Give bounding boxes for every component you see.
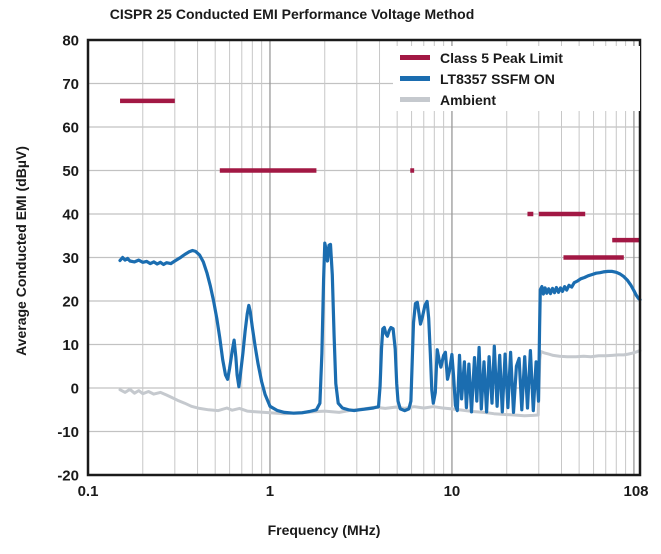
- x-tick-label-10: 10: [444, 483, 461, 500]
- x-tick-label-0.1: 0.1: [78, 483, 99, 500]
- legend-item-class5-peak-limit: Class 5 Peak Limit: [400, 47, 640, 68]
- chart-title: CISPR 25 Conducted EMI Performance Volta…: [109, 6, 475, 22]
- x-tick-label-1: 1: [266, 483, 274, 500]
- legend-label-lt8357-ssfm-on: LT8357 SSFM ON: [440, 70, 555, 87]
- legend-item-ambient: Ambient: [400, 89, 640, 110]
- y-tick-label-50: 50: [62, 163, 79, 180]
- legend-swatch-lt8357-ssfm-on: [400, 76, 430, 81]
- legend-label-class5-peak-limit: Class 5 Peak Limit: [440, 49, 563, 66]
- y-tick-label--20: -20: [57, 468, 79, 485]
- y-tick-label-10: 10: [62, 337, 79, 354]
- x-axis-label: Frequency (MHz): [267, 522, 381, 538]
- y-tick-label-60: 60: [62, 120, 79, 137]
- series-ambient: [118, 349, 642, 418]
- y-tick-label-20: 20: [62, 294, 79, 311]
- y-tick-label-80: 80: [62, 33, 79, 50]
- y-tick-label-0: 0: [71, 381, 79, 398]
- y-tick-label-40: 40: [62, 207, 79, 224]
- series-lt8357-ssfm-on: [118, 241, 642, 415]
- y-tick-label-30: 30: [62, 250, 79, 267]
- legend-label-ambient: Ambient: [440, 91, 496, 108]
- legend: Class 5 Peak Limit LT8357 SSFM ON Ambien…: [393, 46, 640, 111]
- legend-swatch-class5-peak-limit: [400, 55, 430, 60]
- legend-item-lt8357-ssfm-on: LT8357 SSFM ON: [400, 68, 640, 89]
- y-tick-label--10: -10: [57, 424, 79, 441]
- plot-border: [86, 38, 642, 477]
- x-tick-label-108: 108: [623, 483, 648, 500]
- legend-swatch-ambient: [400, 97, 430, 102]
- y-tick-label-70: 70: [62, 76, 79, 93]
